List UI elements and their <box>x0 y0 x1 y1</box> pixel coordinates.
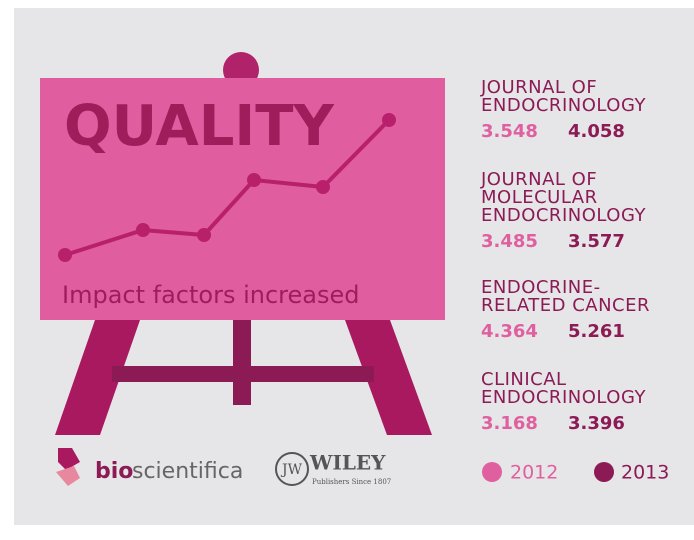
logo-text: WILEY <box>309 451 386 475</box>
value-2013: 3.577 <box>568 231 625 252</box>
subtitle: Impact factors increased <box>62 281 359 309</box>
logo-text: scientifica <box>132 459 243 484</box>
value-2013: 3.396 <box>568 413 625 434</box>
value-2012: 3.548 <box>481 121 538 142</box>
legend-swatch <box>482 462 502 482</box>
logo-text: bio <box>95 459 133 484</box>
journal-name: ENDOCRINOLOGY <box>481 387 646 408</box>
journal-name: RELATED CANCER <box>481 295 650 316</box>
title: QUALITY <box>64 94 335 159</box>
value-2012: 3.485 <box>481 231 538 252</box>
journal-name: ENDOCRINOLOGY <box>481 205 646 226</box>
value-2013: 5.261 <box>568 321 625 342</box>
legend-label: 2012 <box>510 462 558 484</box>
legend-label: 2013 <box>621 462 669 484</box>
infographic: QUALITY Impact factors increased bio sci… <box>0 0 694 540</box>
journal-name: ENDOCRINOLOGY <box>481 95 646 116</box>
svg-text:JW: JW <box>280 462 303 478</box>
value-2012: 4.364 <box>481 321 538 342</box>
value-2012: 3.168 <box>481 413 538 434</box>
value-2013: 4.058 <box>568 121 625 142</box>
legend-swatch <box>594 462 614 482</box>
logo-tagline: Publishers Since 1807 <box>312 478 391 486</box>
